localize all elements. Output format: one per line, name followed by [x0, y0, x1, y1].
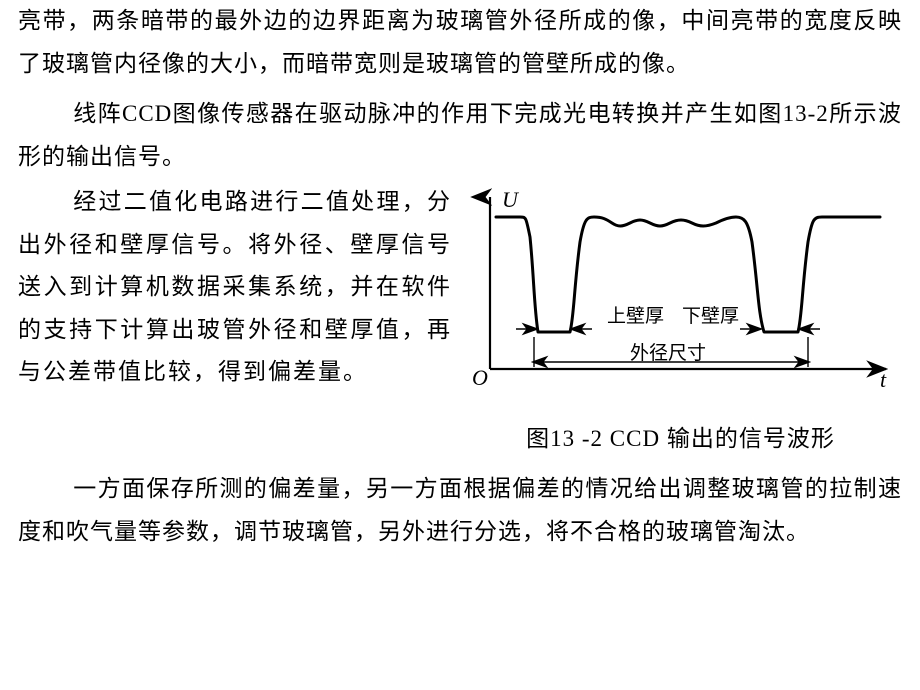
label-lower-wall: 下壁厚 — [682, 305, 739, 327]
paragraph-2: 线阵CCD图像传感器在驱动脉冲的作用下完成光电转换并产生如图13-2所示波形的输… — [18, 93, 902, 178]
label-upper-wall: 上壁厚 — [607, 305, 664, 327]
paragraph-3: 经过二值化电路进行二值处理，分出外径和壁厚信号。将外径、壁厚信号送入到计算机数据… — [18, 181, 452, 460]
ccd-waveform-diagram: U t O 上壁厚 下壁厚 外径尺寸 — [462, 187, 894, 397]
paragraph-4: 一方面保存所测的偏差量，另一方面根据偏差的情况给出调整玻璃管的拉制速度和吹气量等… — [18, 468, 902, 553]
text-figure-row: 经过二值化电路进行二值处理，分出外径和壁厚信号。将外径、壁厚信号送入到计算机数据… — [18, 181, 902, 460]
figure-13-2: U t O 上壁厚 下壁厚 外径尺寸 图13 -2 CCD 输出的信号波形 — [462, 181, 902, 460]
label-outer-diameter: 外径尺寸 — [630, 342, 706, 364]
figure-caption: 图13 -2 CCD 输出的信号波形 — [462, 418, 899, 461]
paragraph-1: 亮带，两条暗带的最外边的边界距离为玻璃管外径所成的像，中间亮带的宽度反映了玻璃管… — [18, 0, 902, 85]
y-axis-label: U — [502, 187, 520, 212]
origin-label: O — [472, 365, 488, 390]
x-axis-label: t — [880, 367, 887, 392]
